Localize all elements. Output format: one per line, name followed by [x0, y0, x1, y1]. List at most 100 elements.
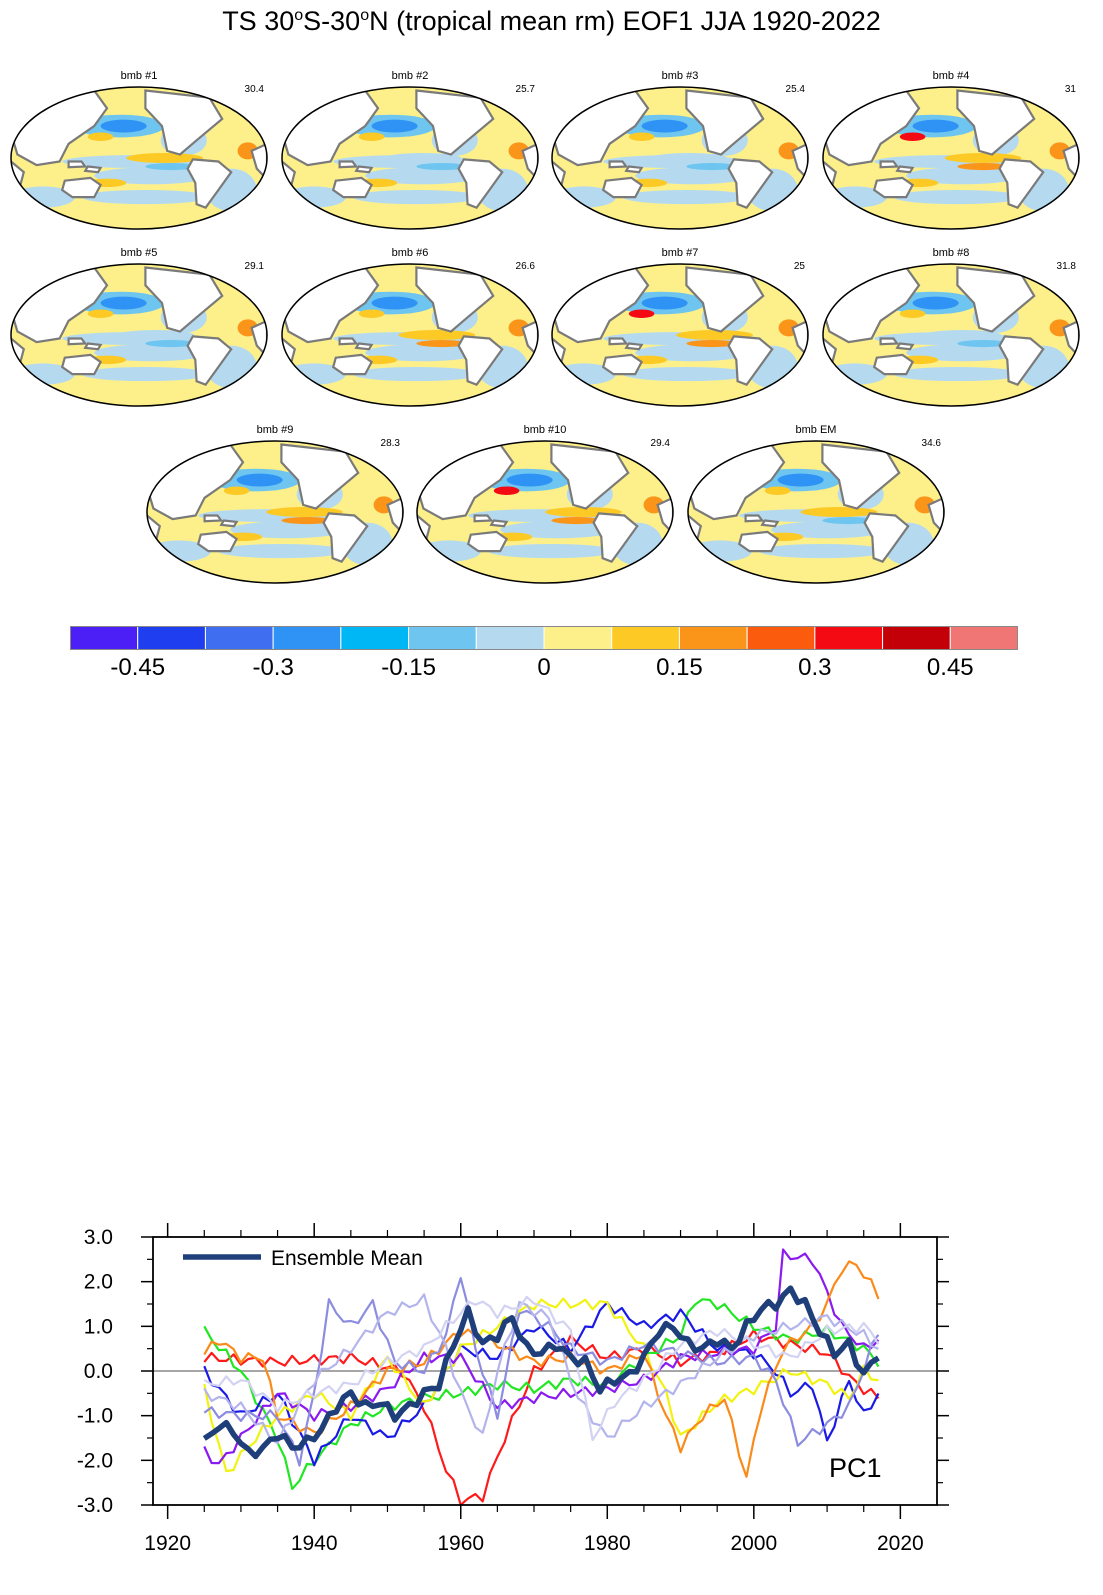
- land-mass: [386, 496, 403, 537]
- land-mass: [872, 353, 915, 376]
- title-part-a: TS 30: [222, 6, 295, 36]
- anomaly-patch: [371, 296, 418, 310]
- y-tick-label: -2.0: [77, 1449, 113, 1472]
- land-mass: [791, 319, 808, 360]
- panel-title: bmb #10: [523, 424, 567, 436]
- map-outline: [146, 440, 404, 584]
- map-outline: [551, 263, 809, 407]
- land-mass: [67, 160, 88, 169]
- land-mass: [83, 342, 103, 351]
- anomaly-patch: [487, 543, 616, 559]
- colorbar-swatch: [272, 626, 342, 651]
- anomaly-patch: [622, 189, 751, 205]
- map-panel: bmb EM 34.6: [685, 424, 947, 584]
- land-mass: [457, 335, 504, 387]
- map-outline: [416, 440, 674, 584]
- panel-title: bmb #4: [932, 70, 970, 82]
- panel-variance: 26.6: [515, 261, 535, 272]
- map-panel: bmb #7 25: [549, 247, 811, 407]
- anomaly-patch: [416, 339, 468, 348]
- land-mass: [186, 335, 233, 387]
- x-tick-label: 1940: [291, 1532, 338, 1555]
- colorbar-swatch: [408, 626, 477, 651]
- panel-variance: 25.7: [515, 84, 535, 95]
- plot-area: [153, 1248, 937, 1505]
- panel-variance: 31.8: [1056, 261, 1076, 272]
- anomaly-patch: [551, 516, 603, 525]
- y-tick-label: -1.0: [77, 1405, 113, 1428]
- anomaly-patch: [628, 132, 655, 141]
- anomaly-patch: [686, 162, 738, 171]
- map-outline: [822, 263, 1080, 407]
- colorbar-label: -0.3: [252, 654, 294, 681]
- land-mass: [895, 342, 915, 351]
- panel-title: bmb #6: [391, 247, 429, 259]
- colorbar-label: -0.45: [110, 654, 166, 681]
- land-mass: [144, 266, 224, 333]
- colorbar: [70, 626, 1018, 651]
- x-tick-label: 1960: [437, 1532, 484, 1555]
- land-mass: [791, 142, 808, 183]
- land-mass: [338, 160, 359, 169]
- anomaly-patch: [384, 153, 462, 163]
- land-mass: [821, 443, 901, 510]
- land-mass: [521, 319, 538, 360]
- anomaly-patch: [281, 516, 333, 525]
- land-mass: [863, 512, 910, 564]
- colorbar-swatch: [949, 626, 1018, 651]
- map-svg: [10, 86, 268, 230]
- land-mass: [727, 158, 774, 210]
- anomaly-patch: [358, 309, 385, 318]
- map-outline: [551, 86, 809, 230]
- anomaly-patch: [800, 507, 878, 517]
- anomaly-patch: [912, 119, 959, 133]
- map-svg: [281, 86, 539, 230]
- land-mass: [872, 176, 915, 199]
- colorbar-label: -0.15: [381, 654, 436, 681]
- colorbar-swatch: [678, 626, 748, 651]
- y-tick-label: 1.0: [84, 1315, 113, 1338]
- anomaly-patch: [635, 344, 751, 362]
- map-panel: bmb #6 26.6: [279, 247, 541, 407]
- anomaly-patch: [230, 521, 346, 539]
- colorbar-swatch: [611, 626, 680, 651]
- title-degree-b: o: [360, 7, 370, 24]
- land-mass: [354, 165, 374, 174]
- anomaly-patch: [906, 167, 1022, 185]
- y-tick-label: 0.0: [84, 1360, 113, 1383]
- title-degree-a: o: [294, 7, 304, 24]
- land-mass: [489, 519, 509, 528]
- land-mass: [354, 342, 374, 351]
- x-tick-label: 2000: [730, 1532, 777, 1555]
- panel-title: bmb EM: [795, 424, 837, 436]
- land-mass: [998, 335, 1045, 387]
- land-mass: [685, 89, 765, 156]
- anomaly-patch: [906, 344, 1022, 362]
- pc1-annotation: PC1: [829, 1453, 882, 1483]
- land-mass: [624, 165, 644, 174]
- pc1-timeseries-chart: 1920 1940 1960 1980 2000 2020 3.0 2.0 1.0 0.0 -1.0…: [77, 1223, 949, 1555]
- colorbar-swatch: [814, 626, 884, 651]
- panel-title: bmb #3: [661, 70, 699, 82]
- panel-title: bmb #9: [256, 424, 294, 436]
- map-panel: bmb #1 30.4: [8, 70, 270, 230]
- colorbar-frame: [70, 626, 1018, 650]
- land-mass: [685, 266, 765, 333]
- map-panel: bmb #10 29.4: [414, 424, 676, 584]
- map-outline: [687, 440, 945, 584]
- map-svg: [822, 263, 1080, 407]
- colorbar-label: 0.15: [656, 654, 703, 681]
- land-mass: [473, 514, 494, 523]
- anomaly-patch: [145, 339, 197, 348]
- map-panel: bmb #9 28.3: [144, 424, 406, 584]
- anomaly-patch: [352, 189, 481, 205]
- anomaly-patch: [899, 309, 926, 318]
- panel-variance: 25: [793, 261, 805, 272]
- land-mass: [331, 353, 374, 376]
- land-mass: [196, 530, 239, 553]
- panel-title: bmb #7: [661, 247, 699, 259]
- anomaly-patch: [352, 366, 481, 382]
- colorbar-label: 0.45: [926, 654, 974, 681]
- land-mass: [998, 158, 1045, 210]
- land-mass: [186, 158, 233, 210]
